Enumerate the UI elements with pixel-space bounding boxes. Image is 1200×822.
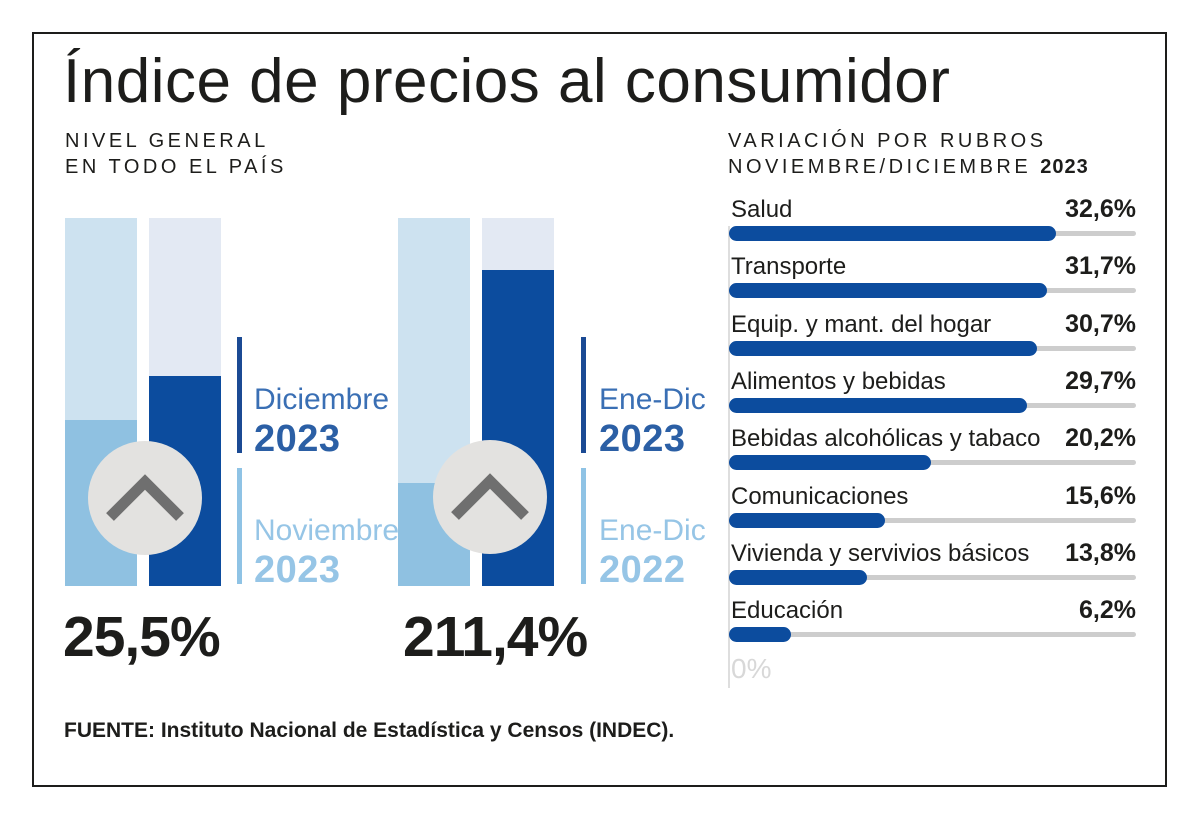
rubro-label: Vivienda y servivios básicos	[731, 539, 1030, 567]
tick-noviembre-2023	[237, 468, 242, 584]
rubro-label: Equip. y mant. del hogar	[731, 310, 992, 338]
rubros-heading-months: NOVIEMBRE/DICIEMBRE	[728, 156, 1032, 178]
rubro-bar-fill	[729, 397, 1027, 413]
headline-value-annual: 211,4%	[403, 605, 588, 669]
rubro-bar-fill	[729, 627, 792, 643]
rubro-bar-track	[729, 460, 1136, 466]
legend-noviembre-2023: Noviembre 2023	[254, 514, 400, 591]
rubro-value: 20,2%	[1065, 424, 1136, 453]
rubro-label: Transporte	[731, 253, 847, 281]
rubro-bar-fill	[729, 340, 1037, 356]
rubros-heading-line1: VARIACIÓN POR RUBROS	[728, 130, 1047, 152]
rubro-value: 32,6%	[1065, 195, 1136, 223]
rubro-value: 6,2%	[1079, 596, 1136, 625]
page-title: Índice de precios al consumidor	[63, 47, 951, 116]
rubro-label: Comunicaciones	[731, 482, 909, 510]
subtitle-line2: EN TODO EL PAÍS	[65, 156, 287, 178]
rubro-row: Comunicaciones 15,6%	[729, 482, 1136, 539]
legend-month: Noviembre	[254, 514, 400, 547]
rubro-value: 13,8%	[1065, 538, 1136, 567]
rubro-bar-track	[729, 517, 1136, 523]
zero-axis-line	[728, 226, 730, 688]
rubros-rows: Salud 32,6% Transporte 31,7% Equip. y mant. …	[729, 195, 1136, 665]
rubro-row: Transporte 31,7%	[729, 252, 1136, 309]
rubro-bar-fill	[729, 455, 932, 471]
legend-month: Ene-Dic	[599, 514, 706, 547]
rubro-row: Alimentos y bebidas 29,7%	[729, 367, 1136, 424]
legend-year: 2022	[599, 549, 686, 591]
rubro-label: Educación	[731, 597, 844, 625]
rubro-value: 29,7%	[1065, 366, 1136, 395]
rubro-row: Bebidas alcohólicas y tabaco 20,2%	[729, 424, 1136, 481]
tick-diciembre-2023	[237, 337, 242, 453]
chevron-up-icon	[88, 441, 202, 555]
rubro-value: 15,6%	[1065, 481, 1136, 510]
rubro-bar-fill	[729, 283, 1047, 299]
rubro-value: 31,7%	[1065, 252, 1136, 281]
legend-enedic-2022: Ene-Dic 2022	[599, 514, 706, 591]
rubros-heading: VARIACIÓN POR RUBROS NOVIEMBRE/DICIEMBRE…	[728, 128, 1089, 180]
source-note: FUENTE: Instituto Nacional de Estadístic…	[64, 719, 675, 742]
rubro-bar-track	[729, 632, 1136, 638]
tick-enedic-2023	[581, 337, 586, 453]
axis-zero-label: 0%	[731, 653, 772, 684]
legend-month: Diciembre	[254, 383, 390, 416]
border-frame	[32, 32, 1167, 787]
rubro-label: Salud	[731, 196, 793, 223]
rubros-heading-line2: NOVIEMBRE/DICIEMBRE 2023	[728, 154, 1089, 180]
legend-year: 2023	[254, 418, 341, 460]
rubro-row: Equip. y mant. del hogar 30,7%	[729, 310, 1136, 367]
rubro-label: Alimentos y bebidas	[731, 367, 946, 395]
rubro-row: Vivienda y servivios básicos 13,8%	[729, 539, 1136, 596]
rubro-value: 30,7%	[1065, 309, 1136, 338]
chevron-up-icon	[433, 440, 547, 554]
rubro-bar-fill	[729, 569, 868, 585]
legend-month: Ene-Dic	[599, 383, 706, 416]
rubros-heading-year: 2023	[1040, 156, 1089, 178]
legend-year: 2023	[599, 418, 686, 460]
legend-year: 2023	[254, 549, 341, 591]
tick-enedic-2022	[581, 468, 586, 584]
subtitle-line1: NIVEL GENERAL	[65, 130, 269, 152]
rubro-row: Educación 6,2%	[729, 596, 1136, 653]
rubro-bar-fill	[729, 226, 1056, 241]
left-chart-subtitle: NIVEL GENERAL EN TODO EL PAÍS	[65, 128, 287, 180]
legend-diciembre-2023: Diciembre 2023	[254, 383, 390, 460]
headline-value-monthly: 25,5%	[63, 605, 221, 669]
rubro-row: Salud 32,6%	[729, 195, 1136, 252]
rubro-bar-track	[729, 574, 1136, 580]
legend-enedic-2023: Ene-Dic 2023	[599, 383, 706, 460]
rubro-label: Bebidas alcohólicas y tabaco	[731, 425, 1041, 453]
rubro-bar-fill	[729, 512, 886, 528]
